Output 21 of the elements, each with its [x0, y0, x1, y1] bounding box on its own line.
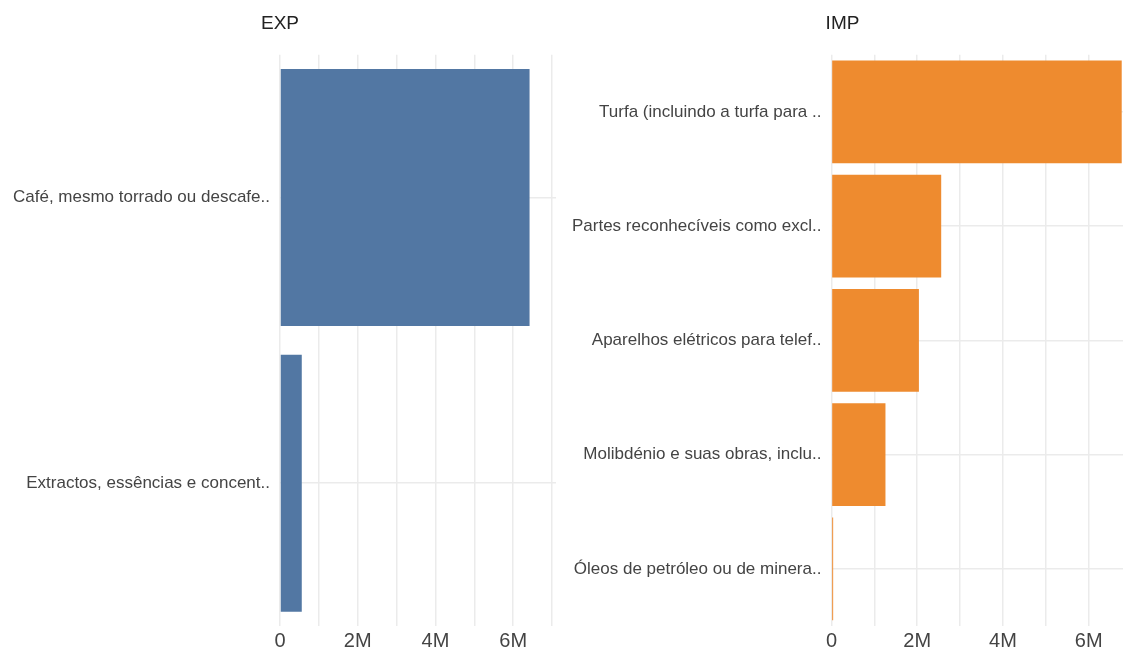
bar [832, 403, 886, 507]
y-tick-label: Aparelhos elétricos para telef.. [591, 330, 822, 350]
x-tick-label: 2M [343, 628, 372, 651]
bar [832, 60, 1122, 164]
chart-title: EXP [260, 11, 300, 33]
y-tick-label: Molibdénio e suas obras, inclu.. [583, 444, 822, 464]
y-tick-label: Partes reconhecíveis como excl.. [571, 215, 822, 235]
x-tick-label: 4M [989, 628, 1017, 651]
x-tick-label: 6M [1074, 628, 1103, 651]
y-tick-label: Óleos de petróleo ou de minera.. [573, 558, 822, 578]
y-tick-label: Café, mesmo torrado ou descafe.. [12, 187, 270, 207]
chart-title: IMP [825, 11, 860, 33]
y-tick-label: Extractos, essências e concent.. [26, 472, 270, 492]
x-tick-label: 0 [274, 628, 286, 651]
x-tick-label: 0 [825, 628, 837, 651]
bar [832, 174, 942, 278]
x-tick-label: 4M [421, 628, 450, 651]
x-tick-label: 6M [499, 628, 528, 651]
bar [832, 288, 919, 392]
x-tick-label: 2M [903, 628, 932, 651]
y-tick-label: Turfa (incluindo a turfa para .. [599, 101, 822, 121]
